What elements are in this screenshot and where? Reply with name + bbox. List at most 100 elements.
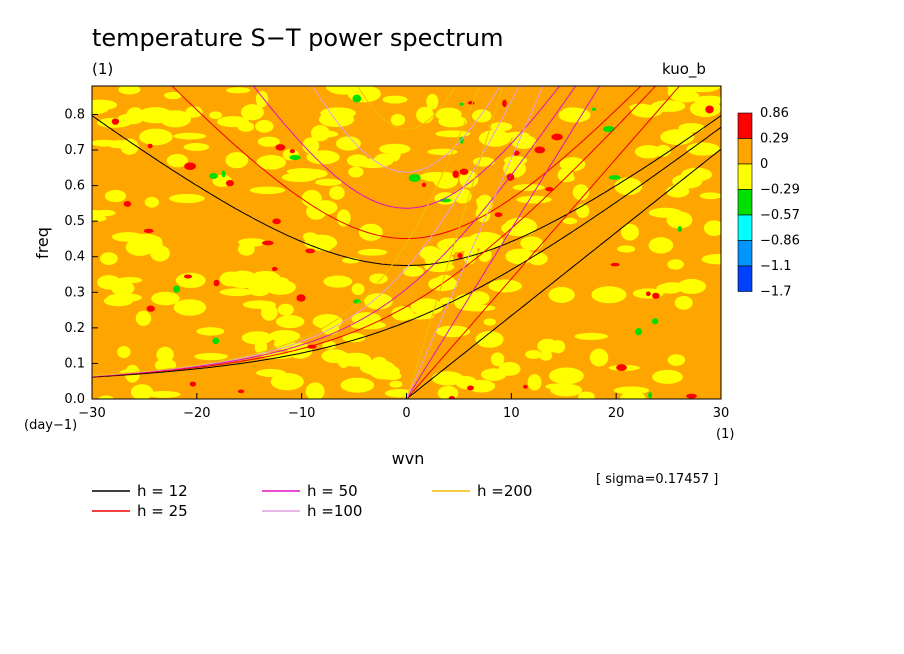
y-tick-label: 0.1 (64, 356, 85, 371)
y-axis: 0.0 0.1 0.2 0.3 0.4 0.5 0.6 0.7 0.8 (64, 107, 98, 407)
x-tick-label: −20 (183, 406, 210, 421)
field-patch-high (545, 187, 554, 192)
field-patch (323, 275, 353, 288)
field-patch-high (448, 396, 456, 399)
field-patch (629, 103, 652, 111)
colorbar-swatch (737, 163, 753, 190)
field-patch-high (686, 393, 697, 399)
dispersion-curve (406, 86, 504, 399)
field-patch (560, 174, 575, 183)
y-axis-label: freq (33, 227, 52, 259)
field-patch (225, 152, 249, 169)
dispersion-curve (252, 86, 561, 209)
field-patch (467, 232, 504, 250)
field-patch-high (262, 240, 274, 246)
field-patch (648, 207, 682, 218)
field-patch (648, 237, 674, 254)
field-patch (516, 195, 552, 204)
field-patch-high (271, 266, 278, 271)
dispersion-curve (406, 86, 544, 399)
field-patch (402, 266, 424, 277)
legend-label: h =100 (307, 502, 362, 520)
field-patch (196, 327, 225, 336)
field-patch (483, 318, 496, 326)
colorbar-level-label: −0.29 (760, 183, 800, 198)
field-patch (440, 297, 454, 305)
field-patch-high (123, 200, 132, 207)
field-patch (270, 372, 304, 391)
field-patch (382, 95, 408, 104)
field-patch (427, 148, 458, 156)
field-patch (589, 348, 609, 367)
field-patch (617, 245, 636, 253)
field-patch (118, 86, 141, 95)
field-patch-high (183, 274, 192, 279)
field-patch (126, 107, 144, 124)
field-patch (94, 209, 116, 217)
model-label: kuo_b (662, 60, 706, 79)
field-patch (477, 247, 492, 262)
colorbar-level-label: 0.29 (760, 132, 789, 147)
field-patch (701, 254, 721, 265)
dispersion-curve (406, 86, 681, 399)
colorbar-swatch (737, 214, 753, 241)
field-patch (194, 352, 228, 361)
field-patch (318, 111, 355, 128)
colorbar-swatch (737, 189, 753, 216)
legend-label: h =200 (477, 482, 532, 500)
field-patch (438, 115, 467, 128)
field-patch (257, 136, 280, 147)
field-patch (512, 184, 545, 191)
chart-title: temperature S−T power spectrum (92, 24, 504, 52)
field-patch (139, 128, 173, 146)
field-patch (173, 299, 207, 316)
field-patch (505, 248, 535, 265)
colorbar-level-label: −1.1 (760, 259, 792, 274)
field-patch (652, 369, 683, 384)
colorbar: 0.86 0.29 0 −0.29 −0.57 −0.86 −1.1 −1.7 (737, 106, 800, 300)
field-patch (130, 384, 154, 399)
field-patch (295, 168, 328, 179)
field-patch (424, 262, 455, 273)
legend-label: h = 50 (307, 482, 358, 500)
legend-label: h = 25 (137, 502, 188, 520)
field-patch (559, 157, 586, 172)
field-patch (275, 315, 305, 329)
field-patch (520, 236, 544, 251)
dispersion-curve (92, 86, 577, 377)
field-patch (346, 154, 369, 167)
colorbar-level-label: 0 (760, 157, 768, 172)
colorbar-swatch (737, 112, 753, 139)
field-patch (674, 296, 693, 310)
field-patch (238, 238, 267, 247)
field-patch (277, 303, 294, 316)
field-patch (572, 184, 590, 201)
field-patch (125, 238, 155, 256)
field-patch (525, 349, 542, 359)
field-patch (655, 144, 671, 157)
field-patch (357, 248, 388, 256)
field-patch-high (111, 118, 120, 125)
field-patch (699, 192, 721, 200)
field-patch (169, 193, 205, 204)
dispersion-curve (406, 86, 601, 399)
field-patch (144, 196, 160, 208)
field-patch-high (652, 292, 660, 299)
y-tick-label: 0.6 (64, 179, 85, 194)
field-patch (340, 377, 375, 393)
field-patch-high (189, 381, 197, 387)
field-patch (504, 217, 538, 236)
colorbar-level-label: −0.57 (760, 208, 800, 223)
field-patch (306, 150, 340, 165)
x-tick-label: 10 (503, 406, 520, 421)
field-patch (458, 236, 479, 246)
field-patch (255, 90, 269, 108)
field-patch-low (352, 94, 362, 103)
field-patch-low (289, 154, 301, 161)
x-tick-label: −10 (288, 406, 315, 421)
field-patch-low (608, 175, 621, 180)
field-patch (472, 157, 495, 167)
field-patch (255, 120, 274, 133)
field-patch (681, 167, 713, 182)
